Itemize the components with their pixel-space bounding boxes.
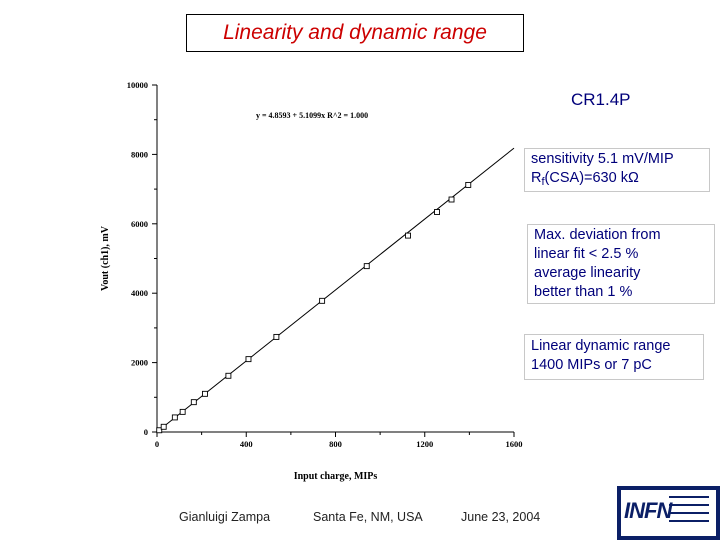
rf-symbol: R: [531, 170, 542, 186]
y-tick-label: 10000: [127, 80, 148, 90]
footer-author: Gianluigi Zampa: [179, 510, 271, 524]
data-point: [179, 408, 186, 415]
y-tick-label: 0: [144, 427, 148, 437]
data-point: [171, 414, 178, 421]
data-point: [225, 372, 232, 379]
feedback-resistor-text: Rf(CSA)=630 kΩ: [531, 169, 709, 192]
footer-date: June 23, 2004: [461, 510, 541, 524]
y-tick-label: 4000: [131, 288, 148, 298]
slide-title: Linearity and dynamic range: [223, 21, 487, 44]
x-tick-label: 1200: [416, 439, 433, 449]
x-axis-label: Input charge, MIPs: [294, 471, 378, 482]
dynamic-range-line: 1400 MIPs or 7 pC: [531, 357, 652, 373]
logo-text: INFN: [624, 498, 672, 523]
rf-value: (CSA)=630 kΩ: [544, 170, 639, 186]
data-point: [245, 356, 252, 363]
x-tick-label: 400: [240, 439, 253, 449]
y-tick-label: 2000: [131, 358, 148, 368]
deviation-line: better than 1 %: [534, 284, 633, 300]
data-point: [156, 427, 163, 434]
y-axis-label: Vout (ch1), mV: [100, 225, 111, 291]
dynamic-range-line: Linear dynamic range: [531, 338, 671, 354]
data-point: [190, 399, 197, 406]
logo-caption-lines: [669, 496, 709, 528]
deviation-line: linear fit < 2.5 %: [534, 246, 639, 262]
device-label: CR1.4P: [571, 90, 631, 109]
x-tick-label: 1600: [506, 439, 523, 449]
deviation-line: Max. deviation from: [534, 227, 661, 243]
slide-title-box: Linearity and dynamic range: [186, 14, 524, 52]
data-point: [448, 196, 455, 203]
x-tick-label: 800: [329, 439, 342, 449]
fit-line: [156, 147, 515, 433]
sensitivity-note: sensitivity 5.1 mV/MIP Rf(CSA)=630 kΩ: [524, 148, 710, 192]
sensitivity-text: sensitivity 5.1 mV/MIP: [531, 151, 674, 167]
y-tick-label: 6000: [131, 219, 148, 229]
data-point: [319, 297, 326, 304]
data-point: [434, 209, 440, 215]
fit-equation: y = 4.8593 + 5.1099x R^2 = 1.000: [256, 111, 368, 120]
data-point: [160, 423, 167, 430]
y-tick-label: 8000: [131, 149, 148, 159]
deviation-line: average linearity: [534, 265, 641, 281]
x-tick-label: 0: [155, 439, 159, 449]
logo-panel: INFN: [621, 490, 716, 536]
infn-logo: INFN: [617, 486, 720, 540]
data-point: [273, 333, 280, 340]
footer-location: Santa Fe, NM, USA: [313, 510, 423, 524]
data-point: [405, 232, 411, 239]
deviation-note: Max. deviation from linear fit < 2.5 % a…: [527, 224, 715, 304]
data-point: [465, 181, 472, 188]
data-point: [202, 390, 208, 397]
data-point: [363, 263, 370, 270]
rf-subscript: f: [541, 176, 545, 188]
dynamic-range-note: Linear dynamic range 1400 MIPs or 7 pC: [524, 334, 704, 380]
